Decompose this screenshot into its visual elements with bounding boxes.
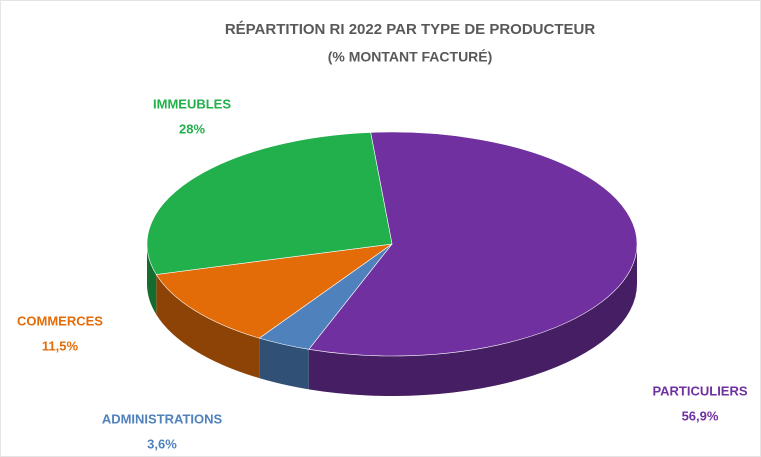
slice-label: COMMERCES bbox=[17, 313, 103, 328]
slice-side bbox=[147, 244, 157, 315]
slice-label: IMMEUBLES bbox=[153, 96, 231, 111]
slice-label: ADMINISTRATIONS bbox=[102, 411, 223, 426]
slice-value-label: 56,9% bbox=[682, 408, 719, 423]
chart-title: RÉPARTITION RI 2022 PAR TYPE DE PRODUCTE… bbox=[225, 21, 596, 38]
chart-subtitle: (% MONTANT FACTURÉ) bbox=[328, 49, 493, 65]
slice-value-label: 11,5% bbox=[42, 338, 79, 353]
slice-label: PARTICULIERS bbox=[652, 383, 747, 398]
slice bbox=[155, 243, 393, 339]
slice bbox=[308, 131, 638, 357]
slice-side bbox=[259, 338, 309, 390]
slice-value-label: 3,6% bbox=[147, 436, 177, 451]
slice-side bbox=[308, 244, 637, 396]
slice bbox=[146, 132, 393, 275]
slice-side bbox=[156, 274, 260, 379]
slice-value-label: 28% bbox=[179, 121, 205, 136]
